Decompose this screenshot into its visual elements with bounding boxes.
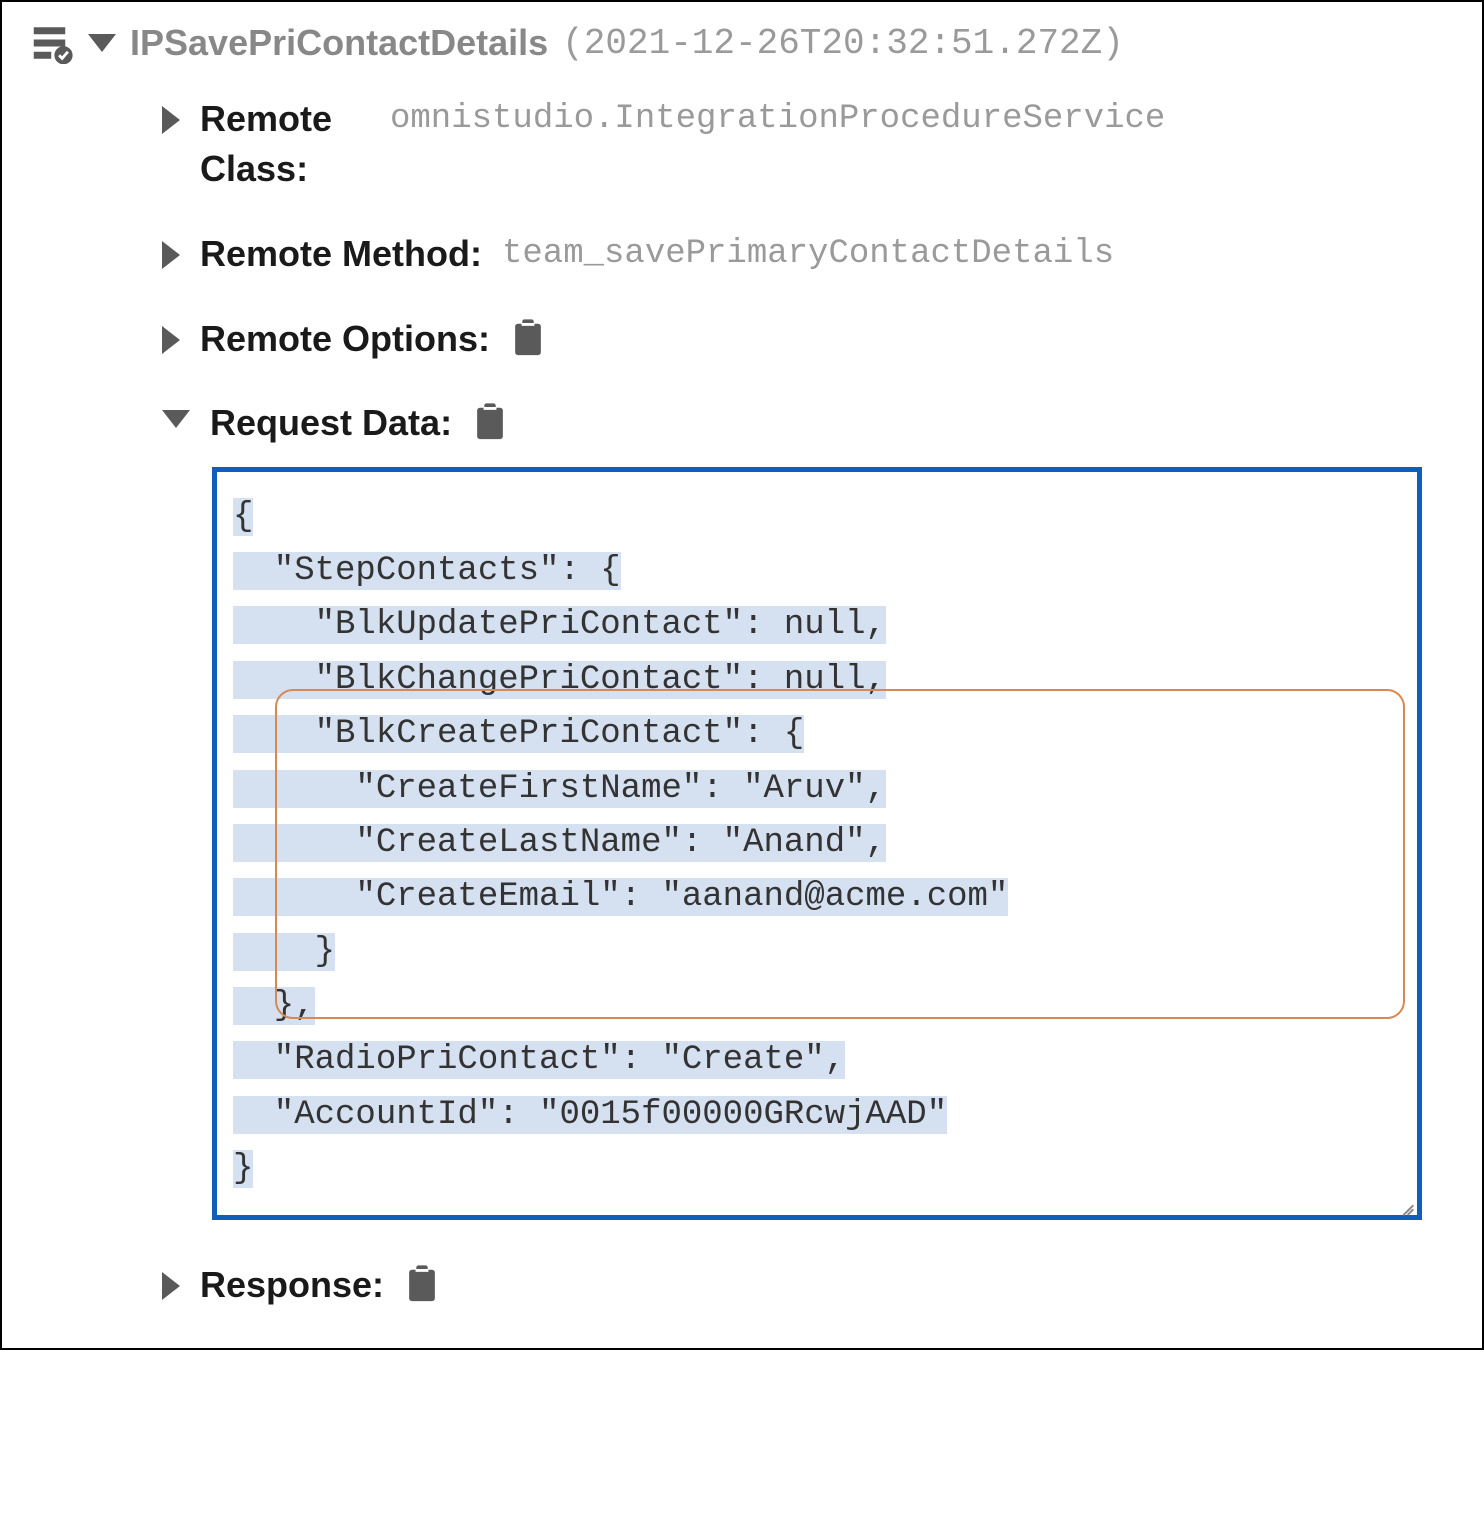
remote-options-label: Remote Options:: [200, 314, 490, 364]
remote-method-row: Remote Method: team_savePrimaryContactDe…: [162, 229, 1452, 280]
remote-method-value: team_savePrimaryContactDetails: [502, 229, 1114, 280]
response-label: Response:: [200, 1260, 384, 1310]
request-data-label: Request Data:: [210, 398, 452, 448]
clipboard-icon[interactable]: [510, 318, 546, 358]
json-line: "BlkCreatePriContact": {: [233, 707, 1401, 761]
remote-class-row: Remote Class: omnistudio.IntegrationProc…: [162, 94, 1452, 195]
response-row: Response:: [162, 1260, 1452, 1310]
json-line: "BlkUpdatePriContact": null,: [233, 598, 1401, 652]
chevron-down-icon[interactable]: [88, 34, 116, 52]
list-check-icon: [32, 22, 74, 64]
json-line: "CreateEmail": "aanand@acme.com": [233, 870, 1401, 924]
json-line: }: [233, 925, 1401, 979]
details-section: Remote Class: omnistudio.IntegrationProc…: [162, 94, 1452, 449]
response-section: Response:: [162, 1260, 1452, 1310]
remote-class-label: Remote Class:: [200, 94, 370, 195]
clipboard-icon[interactable]: [404, 1264, 440, 1304]
json-line: },: [233, 979, 1401, 1033]
remote-options-row: Remote Options:: [162, 314, 1452, 364]
json-line: "AccountId": "0015f00000GRcwjAAD": [233, 1088, 1401, 1142]
remote-class-value: omnistudio.IntegrationProcedureService: [390, 94, 1165, 145]
debug-panel: IPSavePriContactDetails (2021-12-26T20:3…: [0, 0, 1484, 1350]
chevron-right-icon[interactable]: [162, 1272, 180, 1300]
json-line: "StepContacts": {: [233, 544, 1401, 598]
procedure-title: IPSavePriContactDetails: [130, 22, 548, 64]
json-line: "RadioPriContact": "Create",: [233, 1033, 1401, 1087]
resize-handle-icon[interactable]: [1394, 1192, 1414, 1212]
chevron-right-icon[interactable]: [162, 106, 180, 134]
timestamp: (2021-12-26T20:32:51.272Z): [562, 23, 1124, 64]
chevron-right-icon[interactable]: [162, 241, 180, 269]
json-line: "BlkChangePriContact": null,: [233, 653, 1401, 707]
json-line: }: [233, 1142, 1401, 1196]
request-data-row: Request Data:: [162, 398, 1452, 448]
header-row: IPSavePriContactDetails (2021-12-26T20:3…: [32, 22, 1452, 64]
chevron-right-icon[interactable]: [162, 326, 180, 354]
chevron-down-icon[interactable]: [162, 410, 190, 428]
remote-method-label: Remote Method:: [200, 229, 482, 279]
clipboard-icon[interactable]: [472, 402, 508, 442]
json-line: {: [233, 490, 1401, 544]
json-line: "CreateLastName": "Anand",: [233, 816, 1401, 870]
request-json-block[interactable]: { "StepContacts": { "BlkUpdatePriContact…: [212, 467, 1422, 1220]
json-line: "CreateFirstName": "Aruv",: [233, 762, 1401, 816]
